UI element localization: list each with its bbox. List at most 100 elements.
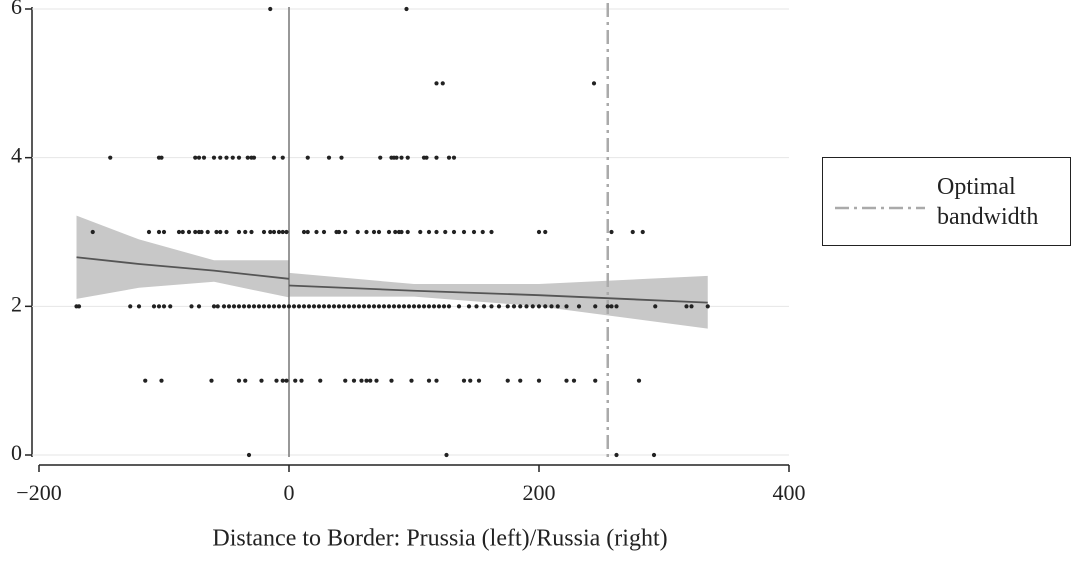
data-point [251, 304, 257, 309]
data-point [593, 304, 598, 309]
data-point [343, 378, 348, 383]
data-point [653, 304, 658, 309]
data-point [371, 229, 377, 235]
data-point [236, 378, 242, 383]
data-point [689, 304, 694, 309]
data-point [468, 378, 473, 383]
data-point [406, 304, 412, 309]
data-point [451, 155, 457, 160]
data-point [446, 155, 452, 160]
data-point [441, 304, 447, 309]
data-point [159, 155, 164, 160]
data-point [205, 229, 210, 235]
data-point [444, 452, 449, 458]
data-point [211, 304, 217, 309]
data-point [168, 304, 173, 309]
data-point [651, 452, 657, 458]
data-point [426, 229, 432, 235]
data-point [189, 304, 194, 309]
data-point [271, 304, 277, 309]
data-point [161, 304, 167, 309]
data-point [555, 304, 560, 309]
data-point [201, 155, 207, 160]
data-point [399, 155, 404, 160]
data-point [605, 304, 610, 309]
data-point [161, 229, 167, 235]
data-point [336, 304, 342, 309]
data-point [108, 155, 113, 160]
data-point [271, 155, 277, 160]
data-point [215, 304, 220, 309]
data-point [591, 81, 597, 86]
data-point [399, 229, 404, 235]
data-point [218, 229, 223, 235]
data-point [386, 229, 392, 235]
data-point [434, 81, 439, 86]
data-point [536, 229, 542, 235]
data-point [705, 304, 710, 309]
data-point [128, 304, 133, 309]
data-point [393, 229, 398, 235]
data-point [436, 304, 442, 309]
data-point [276, 304, 282, 309]
data-point [245, 155, 250, 160]
data-point [251, 155, 257, 160]
data-point [193, 155, 198, 160]
data-point [236, 155, 242, 160]
data-point [418, 229, 423, 235]
data-point [209, 378, 214, 383]
data-point [341, 304, 347, 309]
data-point [243, 378, 248, 383]
data-point [136, 304, 142, 309]
fit-line [76, 256, 290, 280]
x-axis-label: Distance to Border: Prussia (left)/Russi… [212, 526, 667, 552]
data-point [405, 155, 410, 160]
data-point [280, 155, 285, 160]
data-point [630, 229, 635, 235]
data-point [186, 229, 192, 235]
data-point [461, 378, 467, 383]
data-point [268, 229, 273, 235]
data-point [306, 304, 312, 309]
data-point [199, 229, 204, 235]
data-point [381, 304, 387, 309]
data-point [246, 304, 252, 309]
data-point [371, 304, 377, 309]
data-point [440, 81, 445, 86]
data-point [318, 378, 323, 383]
data-point [343, 229, 348, 235]
data-point [266, 304, 272, 309]
data-point [196, 304, 202, 309]
data-point [305, 229, 310, 235]
data-point [376, 304, 382, 309]
data-point [368, 378, 373, 383]
data-point [394, 155, 399, 160]
data-point [151, 304, 157, 309]
data-point [386, 304, 392, 309]
data-point [196, 155, 202, 160]
data-point [326, 304, 332, 309]
data-point [593, 378, 598, 383]
data-point [405, 229, 410, 235]
y-tick-label: 2 [11, 291, 22, 316]
data-point [321, 304, 327, 309]
data-point [609, 229, 614, 235]
data-point [90, 229, 95, 235]
y-tick-label: 4 [11, 143, 22, 168]
data-point [336, 229, 342, 235]
data-point [193, 229, 198, 235]
data-point [576, 304, 582, 309]
confidence-band [76, 215, 289, 299]
data-point [404, 6, 409, 12]
data-point [211, 155, 217, 160]
data-point [301, 304, 307, 309]
data-point [480, 229, 485, 235]
data-point [530, 304, 535, 309]
data-point [564, 378, 569, 383]
data-point [356, 304, 362, 309]
data-point [524, 304, 529, 309]
data-point [284, 378, 289, 383]
x-tick-label: 0 [284, 480, 295, 505]
data-point [389, 378, 394, 383]
